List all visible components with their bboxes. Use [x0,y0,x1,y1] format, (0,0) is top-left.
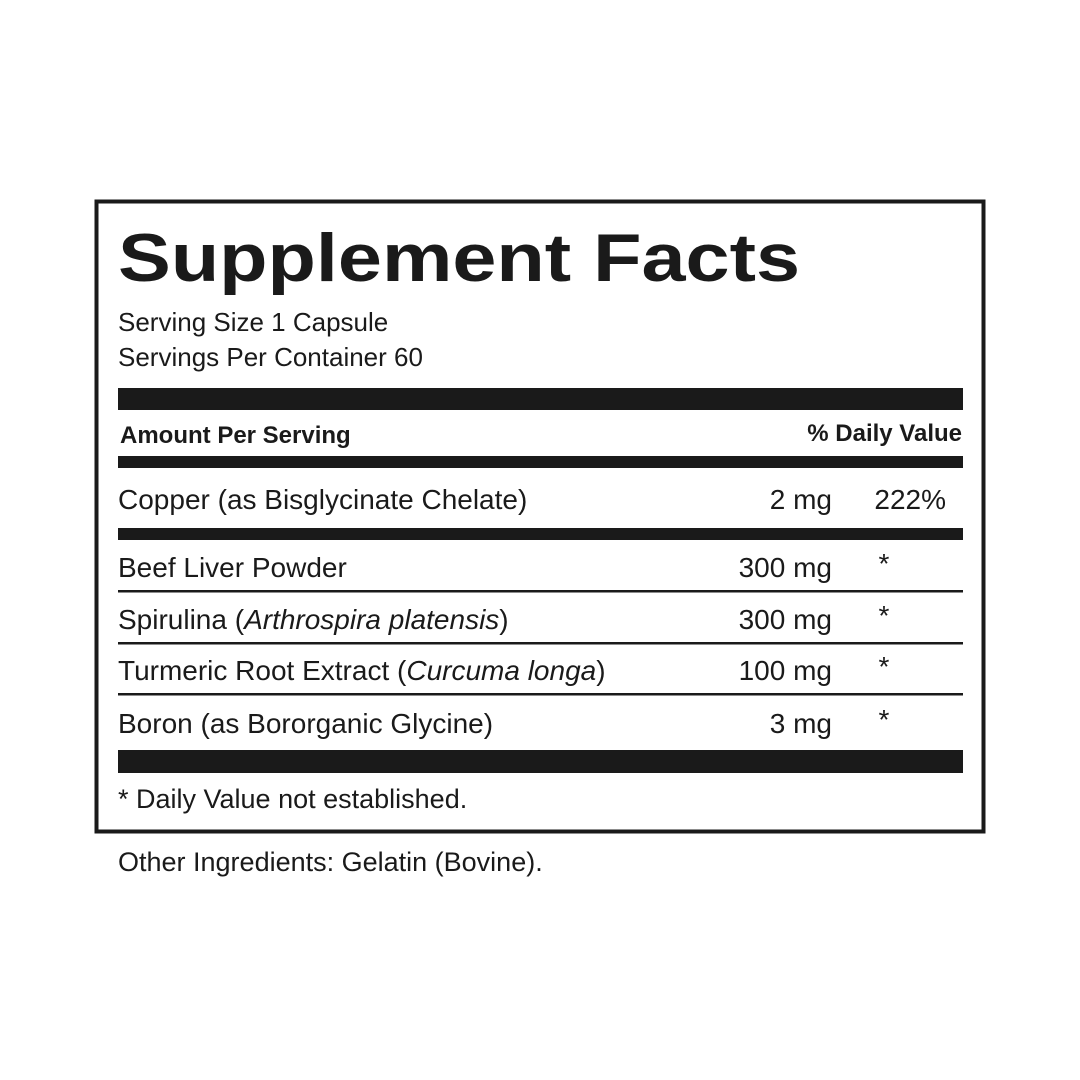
name-segment: ) [596,655,605,686]
daily-value: * [879,600,890,631]
name-segment: Arthrospira platensis [242,604,499,635]
daily-value: * [879,548,890,579]
daily-value: * [879,704,890,735]
label-border [94,199,986,834]
name-segment: Turmeric Root Extract ( [118,655,407,686]
amount: 100 mg [739,655,832,686]
amount: 3 mg [770,708,832,739]
ingredient-name: Turmeric Root Extract (Curcuma longa) [118,655,606,686]
header-daily-value: % Daily Value [807,420,962,447]
name-segment: Spirulina ( [118,604,245,635]
serving-size: Serving Size 1 Capsule [118,307,388,337]
ingredient-name: Boron (as Bororganic Glycine) [118,708,493,739]
amount: 2 mg [770,484,832,515]
thin-rule [118,693,963,696]
title: Supplement Facts [118,220,800,296]
ingredient-name: Spirulina (Arthrospira platensis) [118,604,509,635]
thin-rule [118,590,963,593]
ingredient-name: Beef Liver Powder [118,552,347,583]
footnote: * Daily Value not established. [118,784,467,814]
amount: 300 mg [739,604,832,635]
medium-rule [118,456,963,468]
name-segment: Copper (as Bisglycinate Chelate) [118,484,527,515]
name-segment: Beef Liver Powder [118,552,347,583]
thick-rule [118,388,963,410]
name-segment: ) [499,604,508,635]
daily-value: * [879,651,890,682]
thick-rule [118,750,963,773]
thick-rule [118,528,963,540]
thin-rule [118,642,963,645]
amount: 300 mg [739,552,832,583]
daily-value: 222% [874,484,946,515]
name-segment: Boron (as Bororganic Glycine) [118,708,493,739]
name-segment: Curcuma longa [406,655,596,686]
other-ingredients: Other Ingredients: Gelatin (Bovine). [118,847,543,877]
ingredient-name: Copper (as Bisglycinate Chelate) [118,484,527,515]
servings-per-container: Servings Per Container 60 [118,342,423,372]
header-amount: Amount Per Serving [120,422,351,449]
